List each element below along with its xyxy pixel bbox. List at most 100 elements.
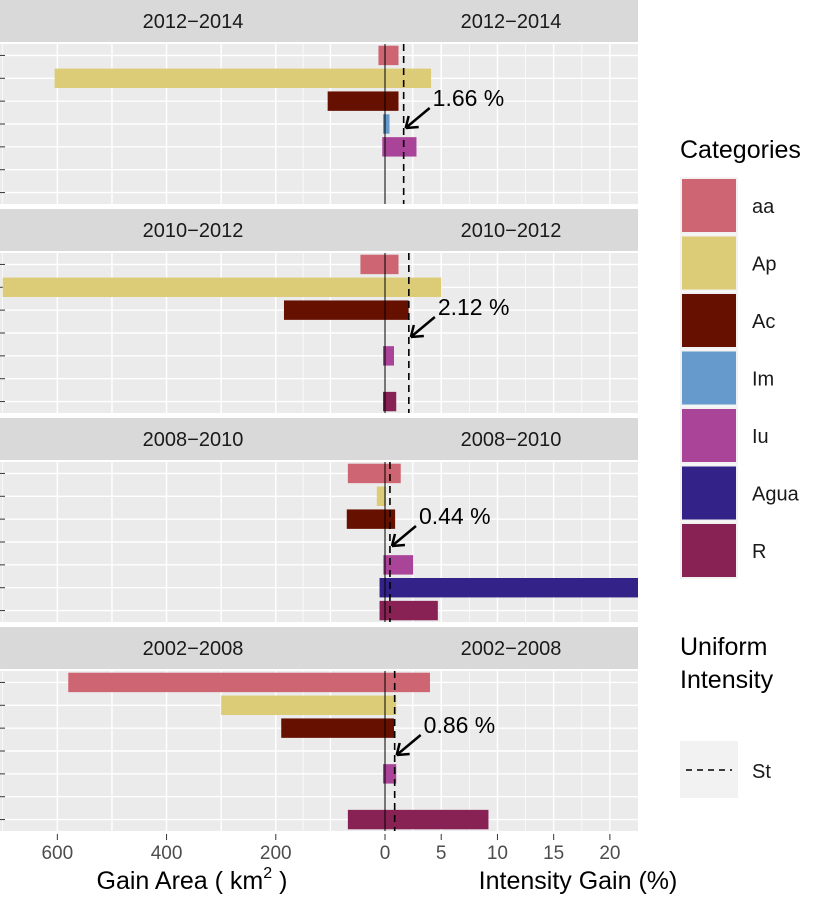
legend-label: Im	[752, 369, 774, 391]
intensity-gain-ticks: 5 10 15 20	[436, 834, 620, 864]
tick-label: 20	[599, 843, 620, 864]
annotation-arrowhead	[395, 742, 410, 757]
bar-intensity-Iu	[385, 137, 417, 157]
bar-area-Ap	[221, 695, 385, 715]
panel-2: 2008−2010 2008−2010 0.44 %	[0, 418, 638, 622]
bar-area-R	[379, 600, 385, 621]
bar-intensity-R	[385, 600, 438, 621]
panel-strip	[0, 209, 638, 251]
bar-area-Ap	[2, 277, 385, 297]
panel-1: 2010−2012 2010−2012 2.12 %	[0, 209, 638, 413]
bar-area-Im	[383, 114, 385, 134]
panel-strip-label-right: 2008−2010	[461, 429, 562, 451]
legend-swatch-aa	[682, 179, 736, 232]
annotation-arrow	[404, 107, 431, 129]
panel-3: 2002−2008 2002−2008 0.86 %	[0, 627, 638, 831]
bar-intensity-aa	[385, 45, 399, 66]
bar-intensity-aa	[385, 254, 399, 275]
bar-area-Agua	[379, 578, 385, 598]
bar-intensity-Iu	[385, 555, 414, 575]
bar-intensity-R	[385, 391, 397, 412]
panel-strip-label-right: 2002−2008	[461, 638, 562, 660]
panel-0: 2012−2014 2012−2014 1.66 %	[0, 0, 638, 204]
uniform-intensity-label: 0.86 %	[424, 712, 496, 738]
gain-area-ticks: 600 400 200 0	[41, 834, 390, 864]
panel-strip	[0, 418, 638, 460]
panel-strip-label-left: 2002−2008	[143, 638, 244, 660]
bar-intensity-Ac	[385, 509, 396, 529]
legend-swatch-Ap	[682, 236, 736, 290]
intensity-gain-axis-label: Intensity Gain (%)	[479, 867, 678, 895]
legend-label: aa	[752, 196, 775, 218]
bar-intensity-Ac	[385, 91, 399, 111]
legend-swatch-Ac	[682, 294, 736, 347]
legend-swatch-Agua	[682, 466, 736, 520]
tick-label: 0	[380, 843, 391, 864]
bar-area-Ac	[346, 509, 385, 529]
bar-intensity-Im	[385, 114, 390, 134]
legend-items: aa Ap Ac Im Iu Agua R	[680, 177, 800, 579]
annotation-arrowhead	[404, 115, 419, 130]
tick-label: 10	[487, 843, 508, 864]
legend-label: Ac	[752, 311, 775, 333]
legend-label: R	[752, 541, 766, 563]
tick-label: 5	[436, 843, 447, 864]
annotation-arrowhead	[409, 324, 424, 339]
panel-strip-label-right: 2010−2012	[461, 220, 562, 242]
legend-swatch-Im	[682, 351, 736, 405]
bar-intensity-aa	[385, 463, 401, 484]
legend-label: Ap	[752, 254, 776, 276]
bar-intensity-Ap	[385, 68, 432, 88]
bar-intensity-Ac	[385, 718, 394, 738]
panel-strip	[0, 0, 638, 42]
bar-area-Iu	[383, 764, 385, 784]
bar-intensity-Ap	[385, 695, 397, 715]
legend-swatch-R	[682, 524, 736, 577]
uniform-intensity-label: 2.12 %	[438, 294, 510, 320]
legend-label: Iu	[752, 426, 769, 448]
panel-strip-label-left: 2012−2014	[143, 11, 244, 33]
uniform-intensity-label: 0.44 %	[419, 503, 491, 529]
bar-area-Ac	[281, 718, 385, 738]
bar-area-Ap	[376, 486, 385, 506]
panel-strip-label-right: 2012−2014	[461, 11, 562, 33]
uniform-legend-label: St	[752, 761, 771, 783]
bar-intensity-aa	[385, 672, 430, 693]
bar-intensity-Iu	[385, 764, 397, 784]
bottom-axes: 600 400 200 0 5 10 15 20 Gain Area ( km2 ) Int…	[41, 834, 677, 895]
tick-label: 200	[260, 843, 292, 864]
uniform-legend-title-line2: Intensity	[680, 666, 774, 694]
tick-label: 600	[41, 843, 73, 864]
bar-area-aa	[378, 45, 385, 66]
tick-label: 400	[151, 843, 183, 864]
bar-area-Ac	[283, 300, 385, 320]
bar-intensity-R	[385, 809, 489, 830]
bar-area-Ap	[54, 68, 386, 88]
panel-strip-label-left: 2010−2012	[143, 220, 244, 242]
annotation-arrow	[410, 316, 436, 338]
bar-area-aa	[68, 672, 385, 693]
bar-area-aa	[347, 463, 385, 484]
bar-intensity-Agua	[385, 578, 638, 598]
bar-area-R	[347, 809, 385, 830]
gain-area-axis-label: Gain Area ( km2 )	[97, 865, 288, 895]
legend-title: Categories	[680, 136, 801, 164]
bar-area-Iu	[383, 346, 385, 366]
tick-label: 15	[543, 843, 564, 864]
panel-strip-label-left: 2008−2010	[143, 429, 244, 451]
uniform-intensity-label: 1.66 %	[433, 85, 505, 111]
bar-area-Ac	[327, 91, 385, 111]
bar-intensity-Iu	[385, 346, 394, 366]
bar-intensity-Ap	[385, 277, 442, 297]
annotation-arrow	[391, 525, 417, 547]
bar-intensity-Ac	[385, 300, 409, 320]
legend-label: Agua	[752, 484, 800, 506]
uniform-legend-title-line1: Uniform	[680, 633, 768, 661]
annotation-arrow	[395, 734, 422, 756]
bar-area-Iu	[383, 555, 385, 575]
bar-area-Iu	[382, 137, 385, 157]
legend: Categories aa Ap Ac Im Iu Agua R Uniform Inten…	[680, 136, 801, 798]
bar-area-R	[383, 391, 385, 412]
